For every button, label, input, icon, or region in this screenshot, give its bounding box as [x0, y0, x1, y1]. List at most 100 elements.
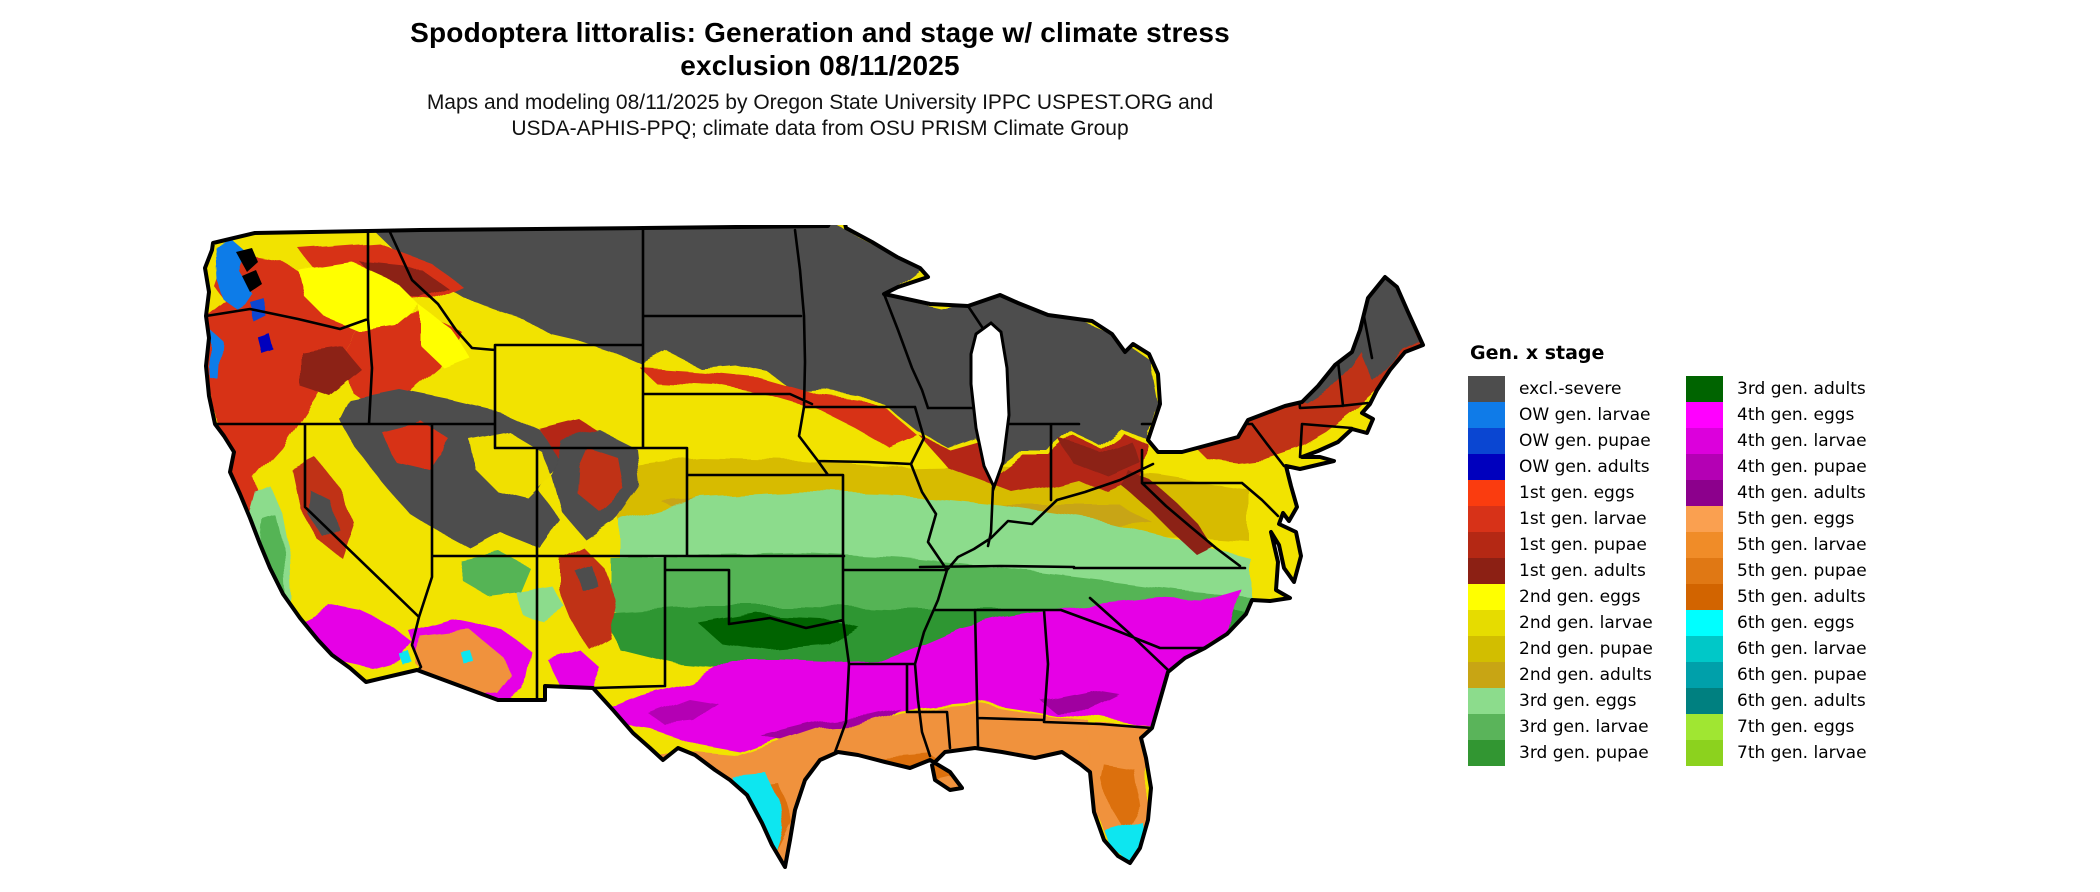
- legend-item: excl.-severe: [1468, 376, 1686, 402]
- legend-item-label: 3rd gen. adults: [1737, 379, 1866, 399]
- legend-item: 1st gen. larvae: [1468, 506, 1686, 532]
- legend-item-label: 3rd gen. pupae: [1519, 743, 1649, 763]
- legend-item: 6th gen. pupae: [1686, 662, 1904, 688]
- puget-sound-inlets: [236, 248, 262, 292]
- legend-item-label: 4th gen. adults: [1737, 483, 1866, 503]
- legend-item: 3rd gen. adults: [1686, 376, 1904, 402]
- legend-item: 2nd gen. adults: [1468, 662, 1686, 688]
- legend-column-2: 3rd gen. adults 4th gen. eggs 4th gen. lar…: [1686, 376, 1904, 766]
- legend-item: 4th gen. adults: [1686, 480, 1904, 506]
- legend-item: 3rd gen. pupae: [1468, 740, 1686, 766]
- legend-item-label: 5th gen. eggs: [1737, 509, 1855, 529]
- legend-item: 7th gen. eggs: [1686, 714, 1904, 740]
- legend-item: 5th gen. eggs: [1686, 506, 1904, 532]
- legend-swatch: [1468, 714, 1505, 740]
- legend-item: 2nd gen. eggs: [1468, 584, 1686, 610]
- legend-title: Gen. x stage: [1470, 342, 1605, 364]
- legend-swatch: [1686, 402, 1723, 428]
- legend-swatch: [1468, 480, 1505, 506]
- legend-swatch: [1686, 376, 1723, 402]
- legend-item: 3rd gen. eggs: [1468, 688, 1686, 714]
- legend-item-label: 1st gen. eggs: [1519, 483, 1635, 503]
- legend-item: 1st gen. eggs: [1468, 480, 1686, 506]
- legend-swatch: [1686, 506, 1723, 532]
- legend-swatch: [1468, 584, 1505, 610]
- legend-swatch: [1686, 480, 1723, 506]
- legend-swatch: [1686, 584, 1723, 610]
- subtitle-line-1: Maps and modeling 08/11/2025 by Oregon S…: [426, 91, 1214, 114]
- title-line-1: Spodoptera littoralis: Generation and st…: [410, 17, 1230, 48]
- legend-item: 3rd gen. larvae: [1468, 714, 1686, 740]
- legend-item-label: excl.-severe: [1519, 379, 1622, 399]
- page-title: Spodoptera littoralis: Generation and st…: [0, 16, 1640, 82]
- legend-item-label: 5th gen. adults: [1737, 587, 1866, 607]
- legend-item: 5th gen. pupae: [1686, 558, 1904, 584]
- legend-swatch: [1468, 636, 1505, 662]
- legend-item: 6th gen. eggs: [1686, 610, 1904, 636]
- legend-swatch: [1468, 506, 1505, 532]
- legend-swatch: [1686, 662, 1723, 688]
- legend-item-label: OW gen. adults: [1519, 457, 1650, 477]
- legend-swatch: [1468, 454, 1505, 480]
- legend-swatch: [1686, 610, 1723, 636]
- legend-item: 1st gen. pupae: [1468, 532, 1686, 558]
- legend-swatch: [1468, 376, 1505, 402]
- legend-item-label: 7th gen. eggs: [1737, 717, 1855, 737]
- legend-item-label: 5th gen. pupae: [1737, 561, 1867, 581]
- legend-item-label: 6th gen. larvae: [1737, 639, 1867, 659]
- legend-item: 1st gen. adults: [1468, 558, 1686, 584]
- legend-item-label: 6th gen. adults: [1737, 691, 1866, 711]
- us-map: [203, 212, 1425, 880]
- legend-swatch: [1468, 740, 1505, 766]
- legend-item: 2nd gen. pupae: [1468, 636, 1686, 662]
- legend-item-label: 2nd gen. larvae: [1519, 613, 1653, 633]
- legend-item-label: 2nd gen. pupae: [1519, 639, 1653, 659]
- legend-swatch: [1686, 714, 1723, 740]
- legend-item: 6th gen. adults: [1686, 688, 1904, 714]
- legend-item: 6th gen. larvae: [1686, 636, 1904, 662]
- legend-item-label: 7th gen. larvae: [1737, 743, 1867, 763]
- legend-item-label: OW gen. larvae: [1519, 405, 1651, 425]
- legend-swatch: [1468, 402, 1505, 428]
- legend-item-label: 2nd gen. adults: [1519, 665, 1652, 685]
- title-line-2: exclusion 08/11/2025: [680, 50, 960, 82]
- legend-item-label: 6th gen. eggs: [1737, 613, 1855, 633]
- legend-item-label: 3rd gen. larvae: [1519, 717, 1649, 737]
- legend-item-label: 3rd gen. eggs: [1519, 691, 1637, 711]
- legend-item-label: 4th gen. eggs: [1737, 405, 1855, 425]
- legend-item: 4th gen. larvae: [1686, 428, 1904, 454]
- legend-swatch: [1468, 610, 1505, 636]
- map-outline: [203, 212, 1425, 869]
- legend-item-label: 6th gen. pupae: [1737, 665, 1867, 685]
- legend-item: OW gen. adults: [1468, 454, 1686, 480]
- florida-keys: [1096, 872, 1133, 880]
- legend-item: 2nd gen. larvae: [1468, 610, 1686, 636]
- legend: Gen. x stage excl.-severe OW gen. larvae O…: [1468, 342, 1904, 766]
- page-subtitle: Maps and modeling 08/11/2025 by Oregon S…: [0, 90, 1640, 141]
- legend-item: 5th gen. larvae: [1686, 532, 1904, 558]
- map-west-detail: [206, 240, 640, 706]
- legend-item: 4th gen. pupae: [1686, 454, 1904, 480]
- legend-item: OW gen. pupae: [1468, 428, 1686, 454]
- legend-item-label: 1st gen. adults: [1519, 561, 1646, 581]
- legend-item-label: 4th gen. pupae: [1737, 457, 1867, 477]
- legend-swatch: [1686, 740, 1723, 766]
- legend-swatch: [1468, 428, 1505, 454]
- legend-swatch: [1468, 662, 1505, 688]
- legend-columns: excl.-severe OW gen. larvae OW gen. pupae O…: [1468, 376, 1904, 766]
- lake-michigan: [969, 321, 1011, 491]
- legend-swatch: [1468, 558, 1505, 584]
- legend-item-label: 1st gen. larvae: [1519, 509, 1647, 529]
- map-color-layers: [205, 222, 1423, 880]
- legend-item-label: 1st gen. pupae: [1519, 535, 1647, 555]
- legend-item: 4th gen. eggs: [1686, 402, 1904, 428]
- legend-item-label: 2nd gen. eggs: [1519, 587, 1641, 607]
- legend-item: 5th gen. adults: [1686, 584, 1904, 610]
- legend-item-label: 4th gen. larvae: [1737, 431, 1867, 451]
- legend-column-1: excl.-severe OW gen. larvae OW gen. pupae O…: [1468, 376, 1686, 766]
- legend-item: 7th gen. larvae: [1686, 740, 1904, 766]
- legend-swatch: [1686, 532, 1723, 558]
- legend-swatch: [1686, 454, 1723, 480]
- legend-swatch: [1686, 558, 1723, 584]
- us-map-container: [200, 212, 1435, 885]
